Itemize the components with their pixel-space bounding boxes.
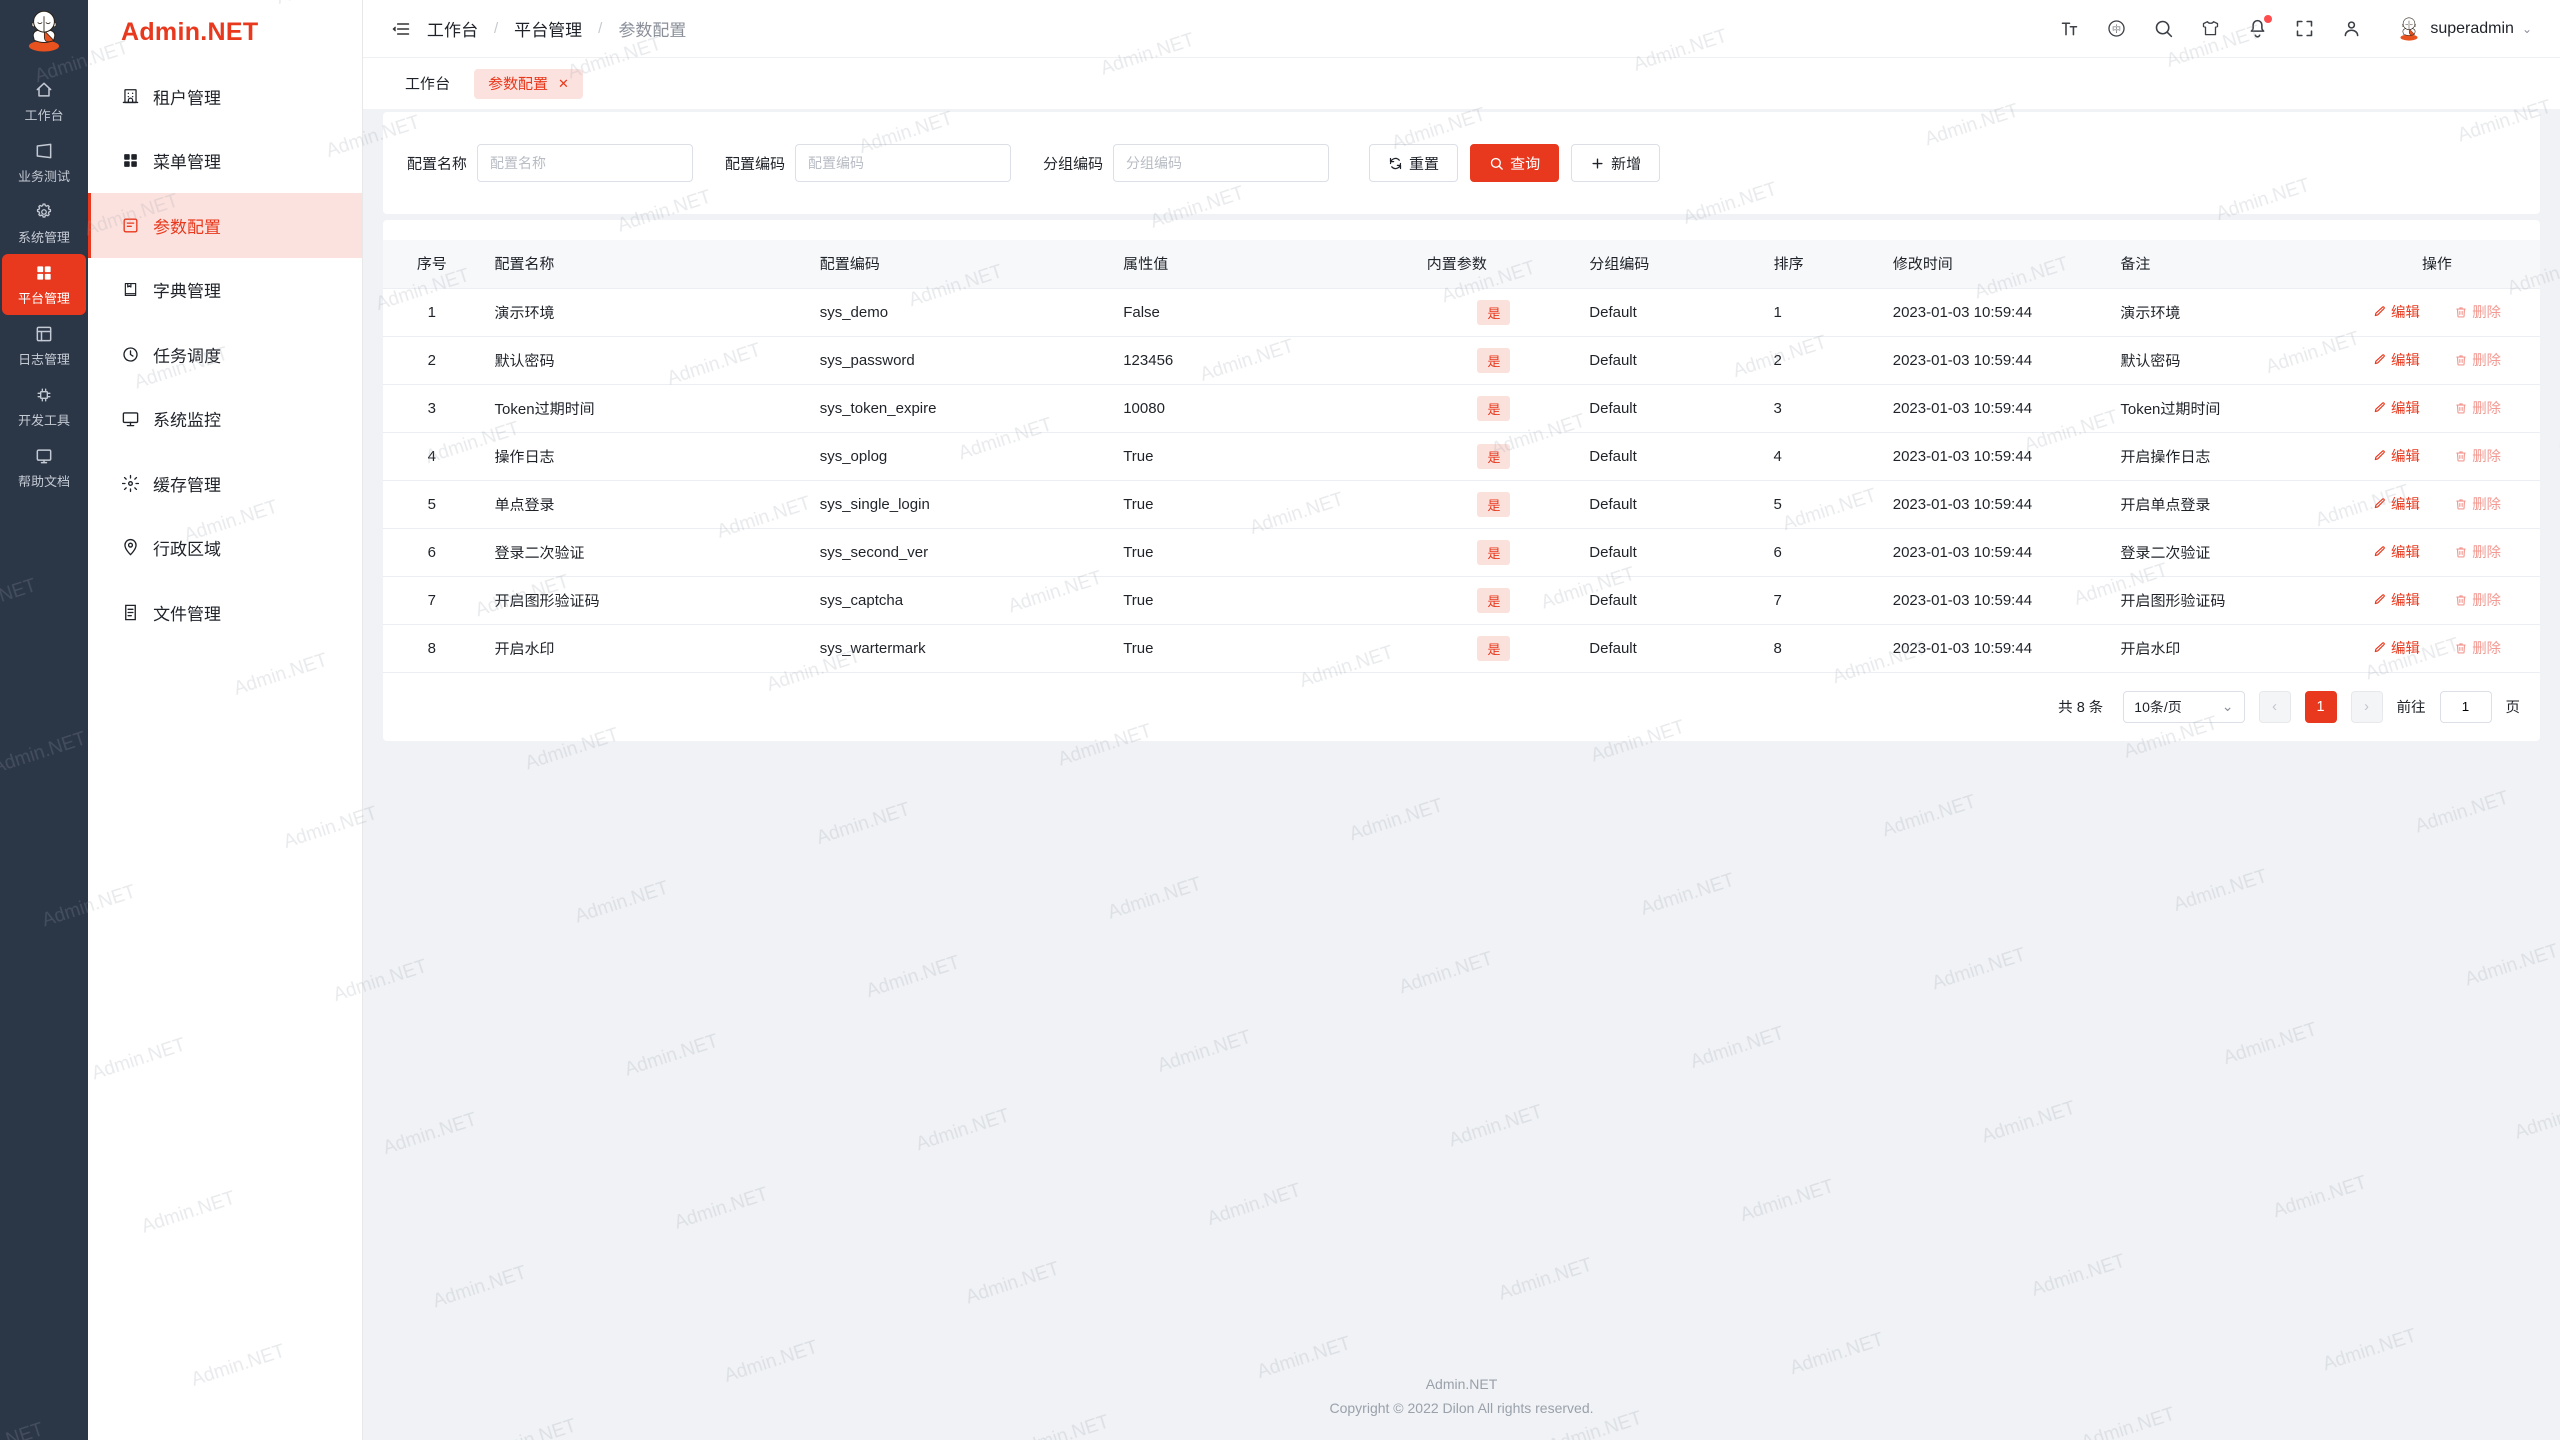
svg-text:中: 中	[2112, 23, 2121, 34]
